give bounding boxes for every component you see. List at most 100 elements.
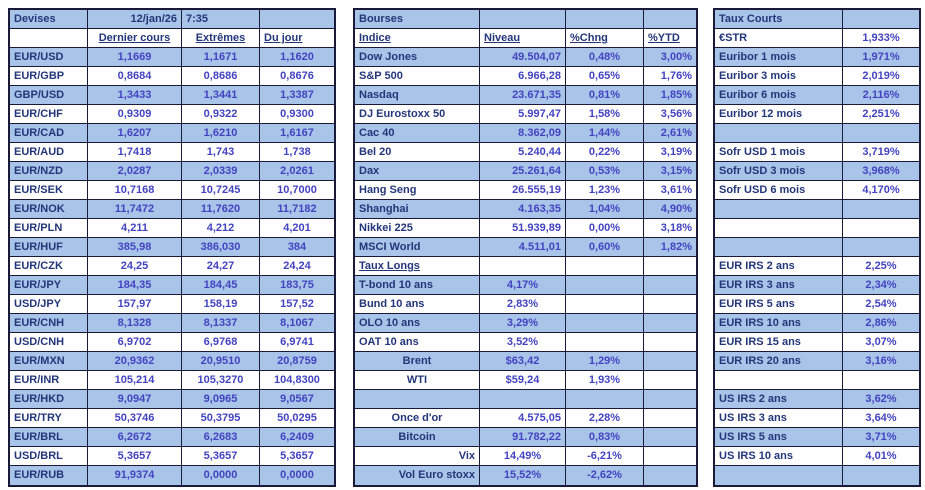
- extremes-cell: 20,9510: [182, 352, 260, 371]
- extremes-cell: 386,030: [182, 238, 260, 257]
- ytd-cell: 3,00%: [644, 48, 696, 67]
- rate-value-cell: 2,86%: [843, 314, 919, 333]
- dernier-cours-cell: 11,7472: [88, 200, 182, 219]
- chng-cell: [566, 257, 644, 276]
- dernier-cours-cell: 1,1669: [88, 48, 182, 67]
- niveau-cell: 91.782,22: [480, 428, 566, 447]
- chng-cell: 1,23%: [566, 181, 644, 200]
- currency-pair-cell: EUR/NOK: [10, 200, 88, 219]
- chng-cell: -2,62%: [566, 466, 644, 485]
- chng-cell: 0,81%: [566, 86, 644, 105]
- empty-cell: [644, 10, 696, 29]
- currency-pair-cell: EUR/JPY: [10, 276, 88, 295]
- niveau-cell: 15,52%: [480, 466, 566, 485]
- chng-cell: 1,04%: [566, 200, 644, 219]
- rate-label-cell: [715, 200, 843, 219]
- du-jour-cell: 11,7182: [260, 200, 334, 219]
- empty-cell: [843, 10, 919, 29]
- niveau-cell: $59,24: [480, 371, 566, 390]
- extremes-cell: 105,3270: [182, 371, 260, 390]
- rate-value-cell: [843, 219, 919, 238]
- niveau-cell: $63,42: [480, 352, 566, 371]
- chng-cell: 2,28%: [566, 409, 644, 428]
- dernier-cours-cell: 20,9362: [88, 352, 182, 371]
- extremes-cell: 158,19: [182, 295, 260, 314]
- niveau-cell: 51.939,89: [480, 219, 566, 238]
- ytd-cell: 3,19%: [644, 143, 696, 162]
- rate-value-cell: 3,16%: [843, 352, 919, 371]
- niveau-cell: 8.362,09: [480, 124, 566, 143]
- indice-cell: Nikkei 225: [355, 219, 480, 238]
- indice-cell: Brent: [355, 352, 480, 371]
- chng-cell: [566, 314, 644, 333]
- ytd-cell: [644, 428, 696, 447]
- extremes-cell: 11,7620: [182, 200, 260, 219]
- rate-value-cell: 3,64%: [843, 409, 919, 428]
- rate-label-cell: US IRS 10 ans: [715, 447, 843, 466]
- indice-cell: Taux Longs: [355, 257, 480, 276]
- currency-pair-cell: EUR/CHF: [10, 105, 88, 124]
- column-header: Indice: [355, 29, 480, 48]
- rate-value-cell: 1,971%: [843, 48, 919, 67]
- du-jour-cell: 157,52: [260, 295, 334, 314]
- dernier-cours-cell: 50,3746: [88, 409, 182, 428]
- du-jour-cell: 50,0295: [260, 409, 334, 428]
- indice-cell: [355, 390, 480, 409]
- chng-cell: 1,58%: [566, 105, 644, 124]
- ytd-cell: [644, 390, 696, 409]
- chng-cell: 0,53%: [566, 162, 644, 181]
- indice-cell: Hang Seng: [355, 181, 480, 200]
- currency-pair-cell: EUR/GBP: [10, 67, 88, 86]
- rate-label-cell: [715, 124, 843, 143]
- rate-value-cell: 4,170%: [843, 181, 919, 200]
- indice-cell: T-bond 10 ans: [355, 276, 480, 295]
- du-jour-cell: 5,3657: [260, 447, 334, 466]
- chng-cell: 0,00%: [566, 219, 644, 238]
- currency-pair-cell: EUR/HKD: [10, 390, 88, 409]
- chng-cell: 0,83%: [566, 428, 644, 447]
- niveau-cell: 14,49%: [480, 447, 566, 466]
- rate-value-cell: 2,34%: [843, 276, 919, 295]
- du-jour-cell: 1,738: [260, 143, 334, 162]
- indice-cell: Bitcoin: [355, 428, 480, 447]
- extremes-cell: 0,0000: [182, 466, 260, 485]
- ytd-cell: 3,61%: [644, 181, 696, 200]
- bourses-table: Bourses Indice Niveau %Chng %YTD Dow Jones 49.…: [353, 8, 698, 487]
- ytd-cell: [644, 371, 696, 390]
- niveau-cell: 25.261,64: [480, 162, 566, 181]
- chng-cell: 0,65%: [566, 67, 644, 86]
- chng-cell: 1,93%: [566, 371, 644, 390]
- niveau-cell: 5.240,44: [480, 143, 566, 162]
- indice-cell: WTI: [355, 371, 480, 390]
- rate-label-cell: Sofr USD 3 mois: [715, 162, 843, 181]
- currency-pair-cell: EUR/AUD: [10, 143, 88, 162]
- ytd-cell: 3,15%: [644, 162, 696, 181]
- dernier-cours-cell: 6,2672: [88, 428, 182, 447]
- du-jour-cell: 384: [260, 238, 334, 257]
- extremes-cell: 6,9768: [182, 333, 260, 352]
- ytd-cell: 3,56%: [644, 105, 696, 124]
- empty-cell: [10, 29, 88, 48]
- chng-cell: [566, 276, 644, 295]
- column-header: %Chng: [566, 29, 644, 48]
- currency-pair-cell: USD/BRL: [10, 447, 88, 466]
- ytd-cell: 2,61%: [644, 124, 696, 143]
- rate-value-cell: 2,54%: [843, 295, 919, 314]
- du-jour-cell: 4,201: [260, 219, 334, 238]
- dernier-cours-cell: 1,7418: [88, 143, 182, 162]
- ytd-cell: [644, 409, 696, 428]
- ytd-cell: [644, 257, 696, 276]
- dernier-cours-cell: 6,9702: [88, 333, 182, 352]
- du-jour-cell: 1,1620: [260, 48, 334, 67]
- currency-pair-cell: USD/JPY: [10, 295, 88, 314]
- ytd-cell: [644, 295, 696, 314]
- dernier-cours-cell: 2,0287: [88, 162, 182, 181]
- dernier-cours-cell: 0,9309: [88, 105, 182, 124]
- rate-value-cell: 2,25%: [843, 257, 919, 276]
- niveau-cell: 4.511,01: [480, 238, 566, 257]
- dernier-cours-cell: 1,6207: [88, 124, 182, 143]
- du-jour-cell: 6,2409: [260, 428, 334, 447]
- rate-label-cell: [715, 466, 843, 485]
- indice-cell: Nasdaq: [355, 86, 480, 105]
- ytd-cell: [644, 333, 696, 352]
